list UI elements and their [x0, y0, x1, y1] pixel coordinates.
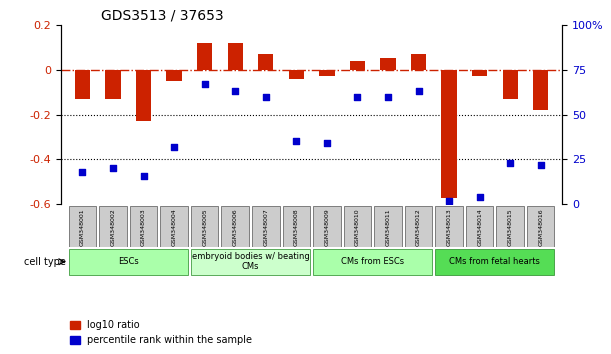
- Text: GSM348006: GSM348006: [233, 208, 238, 246]
- Bar: [136, 70, 152, 121]
- Text: GSM348012: GSM348012: [416, 208, 421, 246]
- Point: [505, 160, 515, 166]
- Bar: [197, 43, 213, 70]
- Bar: [502, 70, 518, 99]
- Point: [169, 144, 179, 150]
- FancyBboxPatch shape: [99, 206, 127, 247]
- Point: [475, 194, 485, 200]
- Point: [261, 94, 271, 99]
- FancyBboxPatch shape: [130, 206, 158, 247]
- Point: [200, 81, 210, 87]
- Text: GSM348003: GSM348003: [141, 208, 146, 246]
- Bar: [289, 70, 304, 79]
- Text: GSM348013: GSM348013: [447, 208, 452, 246]
- FancyBboxPatch shape: [160, 206, 188, 247]
- Point: [353, 94, 362, 99]
- Point: [78, 169, 87, 175]
- Text: CMs from ESCs: CMs from ESCs: [341, 257, 404, 266]
- Text: GSM348011: GSM348011: [386, 208, 390, 246]
- Text: GSM348008: GSM348008: [294, 208, 299, 246]
- Bar: [106, 70, 121, 99]
- Point: [108, 166, 118, 171]
- Text: embryoid bodies w/ beating
CMs: embryoid bodies w/ beating CMs: [192, 252, 309, 272]
- Point: [414, 88, 423, 94]
- Point: [383, 94, 393, 99]
- Text: ESCs: ESCs: [118, 257, 139, 266]
- Point: [322, 141, 332, 146]
- Text: GSM348010: GSM348010: [355, 208, 360, 246]
- FancyBboxPatch shape: [405, 206, 433, 247]
- Text: GSM348005: GSM348005: [202, 208, 207, 246]
- Text: GSM348001: GSM348001: [80, 208, 85, 246]
- Text: GSM348015: GSM348015: [508, 208, 513, 246]
- Point: [444, 198, 454, 204]
- Text: GSM348014: GSM348014: [477, 208, 482, 246]
- Point: [230, 88, 240, 94]
- Point: [291, 139, 301, 144]
- Bar: [380, 58, 396, 70]
- Text: GSM348016: GSM348016: [538, 208, 543, 246]
- Bar: [411, 54, 426, 70]
- Bar: [258, 54, 273, 70]
- Bar: [533, 70, 549, 110]
- FancyBboxPatch shape: [375, 206, 402, 247]
- Text: CMs from fetal hearts: CMs from fetal hearts: [450, 257, 540, 266]
- FancyBboxPatch shape: [252, 206, 280, 247]
- FancyBboxPatch shape: [191, 249, 310, 275]
- Point: [139, 173, 148, 178]
- FancyBboxPatch shape: [497, 206, 524, 247]
- FancyBboxPatch shape: [282, 206, 310, 247]
- Bar: [320, 70, 335, 76]
- Bar: [166, 70, 182, 81]
- FancyBboxPatch shape: [222, 206, 249, 247]
- FancyBboxPatch shape: [527, 206, 555, 247]
- FancyBboxPatch shape: [68, 249, 188, 275]
- Bar: [75, 70, 90, 99]
- Text: cell type: cell type: [24, 257, 66, 267]
- Text: GSM348009: GSM348009: [324, 208, 329, 246]
- Point: [536, 162, 546, 168]
- Bar: [349, 61, 365, 70]
- FancyBboxPatch shape: [191, 206, 219, 247]
- FancyBboxPatch shape: [313, 206, 341, 247]
- Bar: [472, 70, 488, 76]
- FancyBboxPatch shape: [313, 249, 433, 275]
- FancyBboxPatch shape: [344, 206, 371, 247]
- Text: GSM348004: GSM348004: [172, 208, 177, 246]
- FancyBboxPatch shape: [68, 206, 97, 247]
- Legend: log10 ratio, percentile rank within the sample: log10 ratio, percentile rank within the …: [66, 316, 256, 349]
- Bar: [228, 43, 243, 70]
- FancyBboxPatch shape: [436, 206, 463, 247]
- Text: GSM348002: GSM348002: [111, 208, 115, 246]
- Bar: [442, 70, 457, 198]
- Text: GDS3513 / 37653: GDS3513 / 37653: [101, 8, 224, 22]
- FancyBboxPatch shape: [466, 206, 494, 247]
- Text: GSM348007: GSM348007: [263, 208, 268, 246]
- FancyBboxPatch shape: [436, 249, 555, 275]
